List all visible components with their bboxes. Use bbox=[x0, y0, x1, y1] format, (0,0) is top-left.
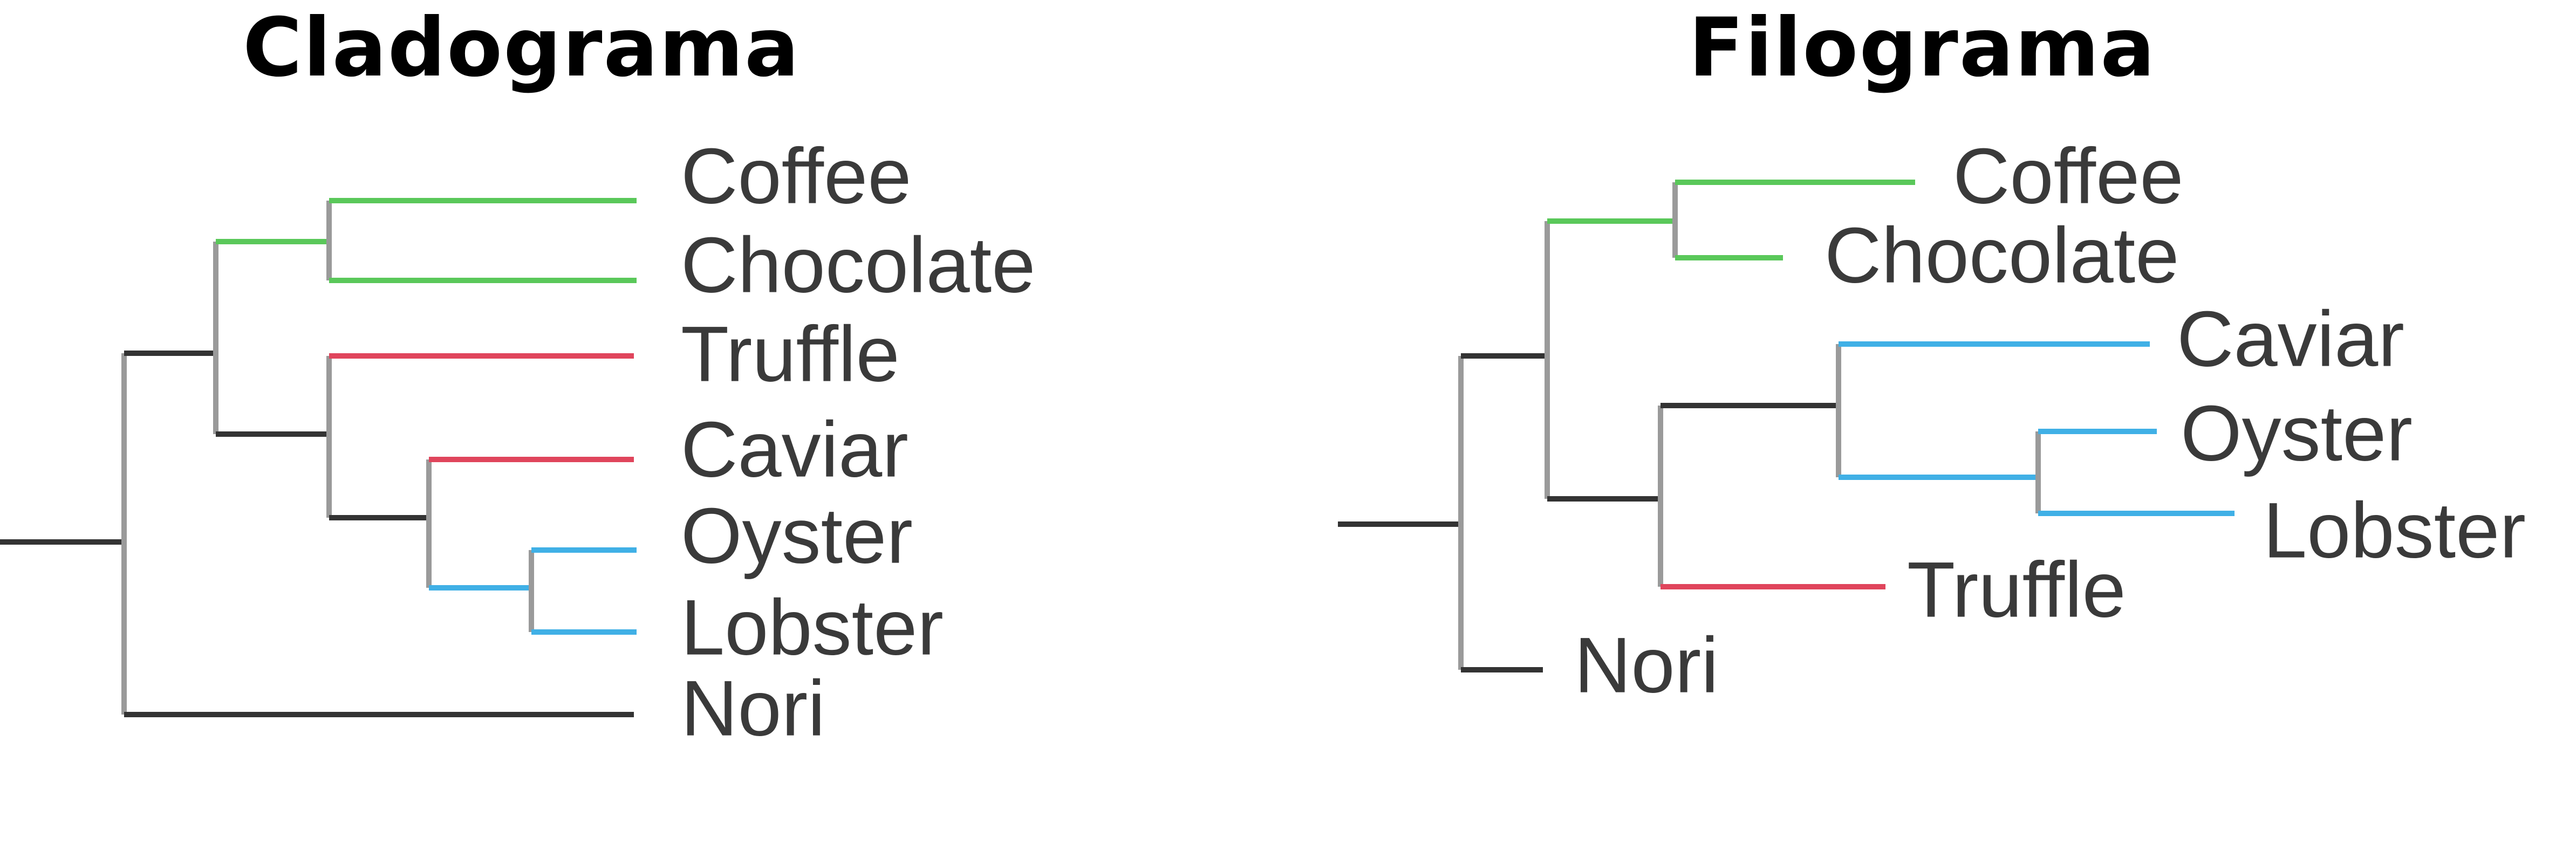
cladogram-tree bbox=[0, 198, 637, 717]
clado-label-chocolate: Chocolate bbox=[681, 221, 1035, 309]
clado-label-caviar: Caviar bbox=[681, 406, 908, 493]
phylogram-labels: Coffee Chocolate Caviar Oyster Lobster T… bbox=[1574, 132, 2526, 709]
phylogram-title: Filograma bbox=[1689, 1, 2156, 95]
filo-label-chocolate: Chocolate bbox=[1825, 211, 2179, 299]
cladogram-labels: Coffee Chocolate Truffle Caviar Oyster L… bbox=[681, 132, 1035, 752]
clado-label-truffle: Truffle bbox=[681, 310, 900, 398]
filo-label-caviar: Caviar bbox=[2177, 295, 2404, 383]
filo-label-lobster: Lobster bbox=[2263, 486, 2526, 574]
filo-label-oyster: Oyster bbox=[2181, 389, 2413, 477]
filo-label-coffee: Coffee bbox=[1953, 132, 2184, 220]
phylogram-tree bbox=[1338, 180, 2235, 672]
clado-label-coffee: Coffee bbox=[681, 132, 912, 220]
clado-label-lobster: Lobster bbox=[681, 583, 944, 671]
filo-label-nori: Nori bbox=[1574, 621, 1719, 709]
clado-label-oyster: Oyster bbox=[681, 492, 913, 580]
clado-label-nori: Nori bbox=[681, 664, 825, 752]
filo-label-truffle: Truffle bbox=[1907, 546, 2126, 634]
cladogram-title: Cladograma bbox=[243, 1, 801, 95]
